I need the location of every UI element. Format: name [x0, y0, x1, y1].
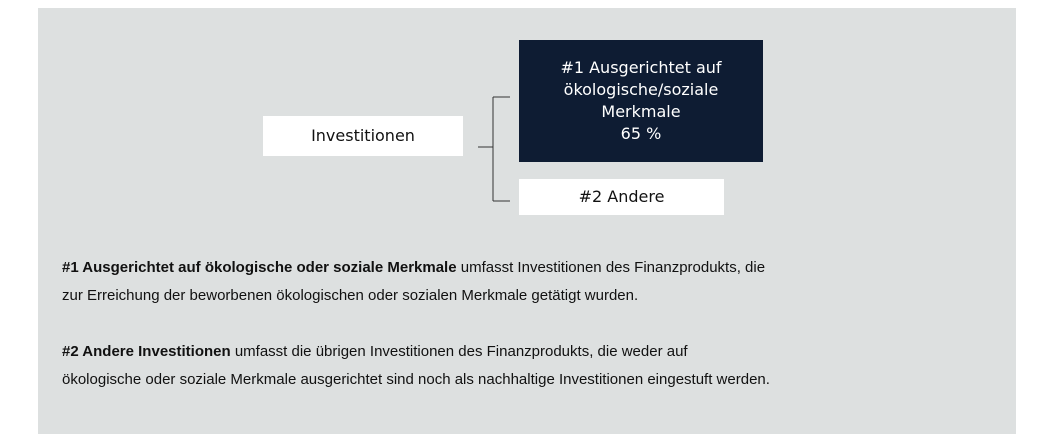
node-label: #2 Andere: [578, 187, 665, 206]
bold-term: #1 Ausgerichtet auf ökologische oder soz…: [62, 259, 457, 276]
text-line: ökologische oder soziale Merkmale ausger…: [62, 371, 770, 388]
node-other: #2 Andere: [519, 179, 724, 215]
node-label: ökologische/soziale: [563, 80, 719, 99]
text-line: zur Erreichung der beworbenen ökologisch…: [62, 287, 639, 304]
node-root: Investitionen: [263, 116, 463, 156]
bold-term: #2 Andere Investitionen: [62, 343, 231, 360]
node-label: 65 %: [620, 124, 662, 143]
legend-paragraph: #1 Ausgerichtet auf ökologische oder soz…: [62, 254, 765, 310]
text: umfasst Investitionen des Finanzprodukts…: [456, 259, 766, 276]
node-aligned: #1 Ausgerichtet auf ökologische/soziale …: [519, 40, 763, 162]
node-label: #1 Ausgerichtet auf: [560, 58, 722, 77]
text-line: #2 Andere Investitionen umfasst die übri…: [62, 338, 770, 366]
node-label: Investitionen: [311, 126, 415, 145]
text-line: #1 Ausgerichtet auf ökologische oder soz…: [62, 254, 765, 282]
node-label: Merkmale: [601, 102, 681, 121]
text: umfasst die übrigen Investitionen des Fi…: [230, 343, 688, 360]
legend-paragraph: #2 Andere Investitionen umfasst die übri…: [62, 338, 770, 394]
